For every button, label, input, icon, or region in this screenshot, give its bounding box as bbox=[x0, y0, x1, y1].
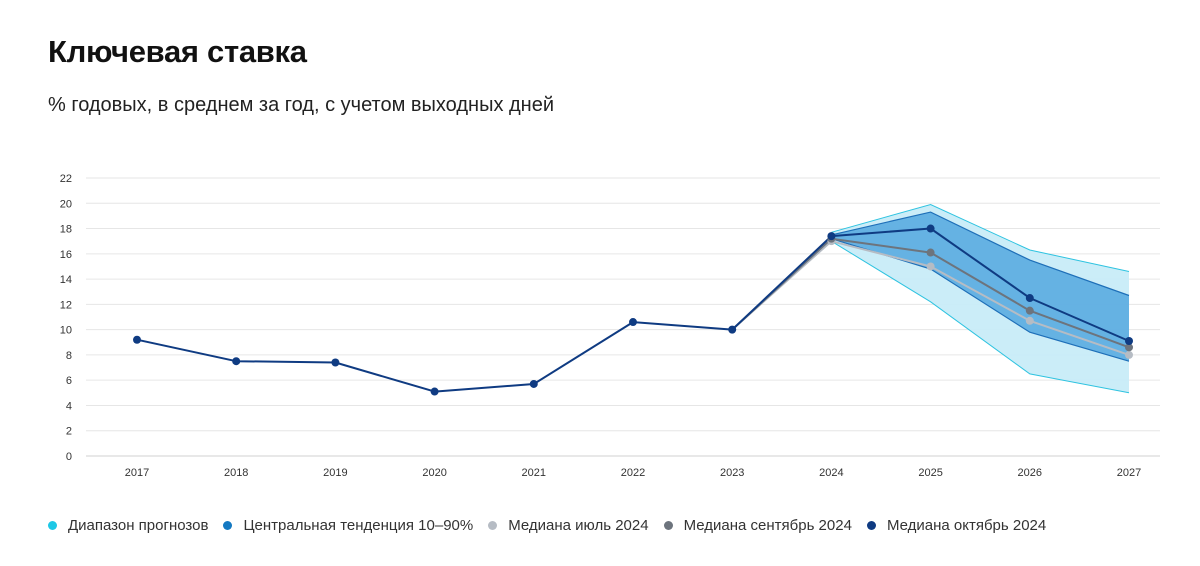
median-october-2024-point bbox=[1125, 337, 1133, 346]
median-september-2024-point bbox=[1125, 343, 1133, 352]
legend-dot-icon bbox=[488, 521, 498, 530]
forecast-range-upper-edge bbox=[831, 203, 1130, 272]
median-october-2024-point bbox=[728, 325, 737, 334]
median-october-2024-point bbox=[1025, 294, 1034, 303]
y-tick-label: 0 bbox=[66, 451, 72, 463]
median-october-2024-point bbox=[133, 335, 141, 344]
y-tick-label: 2 bbox=[66, 426, 72, 438]
y-tick-label: 12 bbox=[60, 299, 72, 311]
central-tendency-upper-edge bbox=[831, 211, 1130, 297]
median-september-2024-point bbox=[1025, 306, 1034, 315]
chart-subtitle: % годовых, в среднем за год, с учетом вы… bbox=[48, 94, 555, 116]
chart-legend: Диапазон прогнозов Центральная тенденция … bbox=[48, 517, 1061, 534]
median-july-2024-point bbox=[926, 262, 935, 271]
y-tick-label: 4 bbox=[66, 400, 72, 412]
legend-label: Медиана сентябрь 2024 bbox=[683, 517, 852, 534]
chart-title: Ключевая ставка bbox=[48, 34, 307, 69]
x-tick-label: 2018 bbox=[224, 467, 248, 479]
legend-item: Медиана июль 2024 bbox=[488, 517, 649, 534]
legend-dot-icon bbox=[223, 521, 233, 530]
median-july-2024-point bbox=[1125, 350, 1133, 359]
legend-item: Медиана сентябрь 2024 bbox=[663, 517, 852, 534]
y-tick-label: 14 bbox=[60, 274, 72, 286]
legend-label: Центральная тенденция 10–90% bbox=[243, 517, 474, 534]
median-october-2024-point bbox=[232, 357, 241, 366]
y-tick-label: 20 bbox=[60, 198, 72, 210]
median-october-2024-point bbox=[827, 232, 836, 241]
median-october-2024-point bbox=[529, 379, 538, 388]
x-tick-label: 2017 bbox=[125, 467, 149, 479]
y-tick-label: 16 bbox=[60, 249, 72, 261]
legend-item: Центральная тенденция 10–90% bbox=[223, 517, 473, 534]
x-tick-label: 2022 bbox=[621, 467, 645, 479]
y-tick-label: 10 bbox=[60, 325, 72, 337]
y-tick-label: 22 bbox=[60, 173, 72, 185]
x-tick-label: 2027 bbox=[1117, 467, 1141, 479]
legend-dot-icon bbox=[663, 521, 673, 530]
median-july-2024-point bbox=[1025, 316, 1034, 325]
median-october-2024-point bbox=[926, 224, 935, 233]
median-october-2024-point bbox=[430, 387, 439, 396]
x-tick-label: 2024 bbox=[819, 467, 843, 479]
legend-item: Медиана октябрь 2024 bbox=[866, 517, 1047, 534]
x-tick-label: 2021 bbox=[522, 467, 546, 479]
legend-dot-icon bbox=[48, 521, 57, 530]
x-tick-label: 2023 bbox=[720, 467, 744, 479]
x-tick-label: 2026 bbox=[1018, 467, 1042, 479]
y-tick-label: 6 bbox=[66, 375, 72, 387]
forecast-range-lower-edge bbox=[831, 240, 1130, 394]
x-tick-label: 2020 bbox=[422, 467, 446, 479]
x-tick-label: 2019 bbox=[323, 467, 347, 479]
legend-label: Медиана октябрь 2024 bbox=[886, 517, 1047, 534]
median-october-2024-point bbox=[629, 318, 637, 327]
legend-dot-icon bbox=[866, 521, 876, 530]
x-tick-label: 2025 bbox=[918, 467, 942, 479]
y-tick-label: 18 bbox=[60, 224, 72, 236]
legend-label: Диапазон прогнозов bbox=[68, 517, 209, 534]
median-september-2024-point bbox=[926, 248, 935, 257]
y-tick-label: 8 bbox=[66, 350, 72, 362]
legend-label: Медиана июль 2024 bbox=[508, 517, 649, 534]
median-october-2024-point bbox=[331, 358, 340, 367]
legend-item: Диапазон прогнозов bbox=[48, 517, 208, 534]
